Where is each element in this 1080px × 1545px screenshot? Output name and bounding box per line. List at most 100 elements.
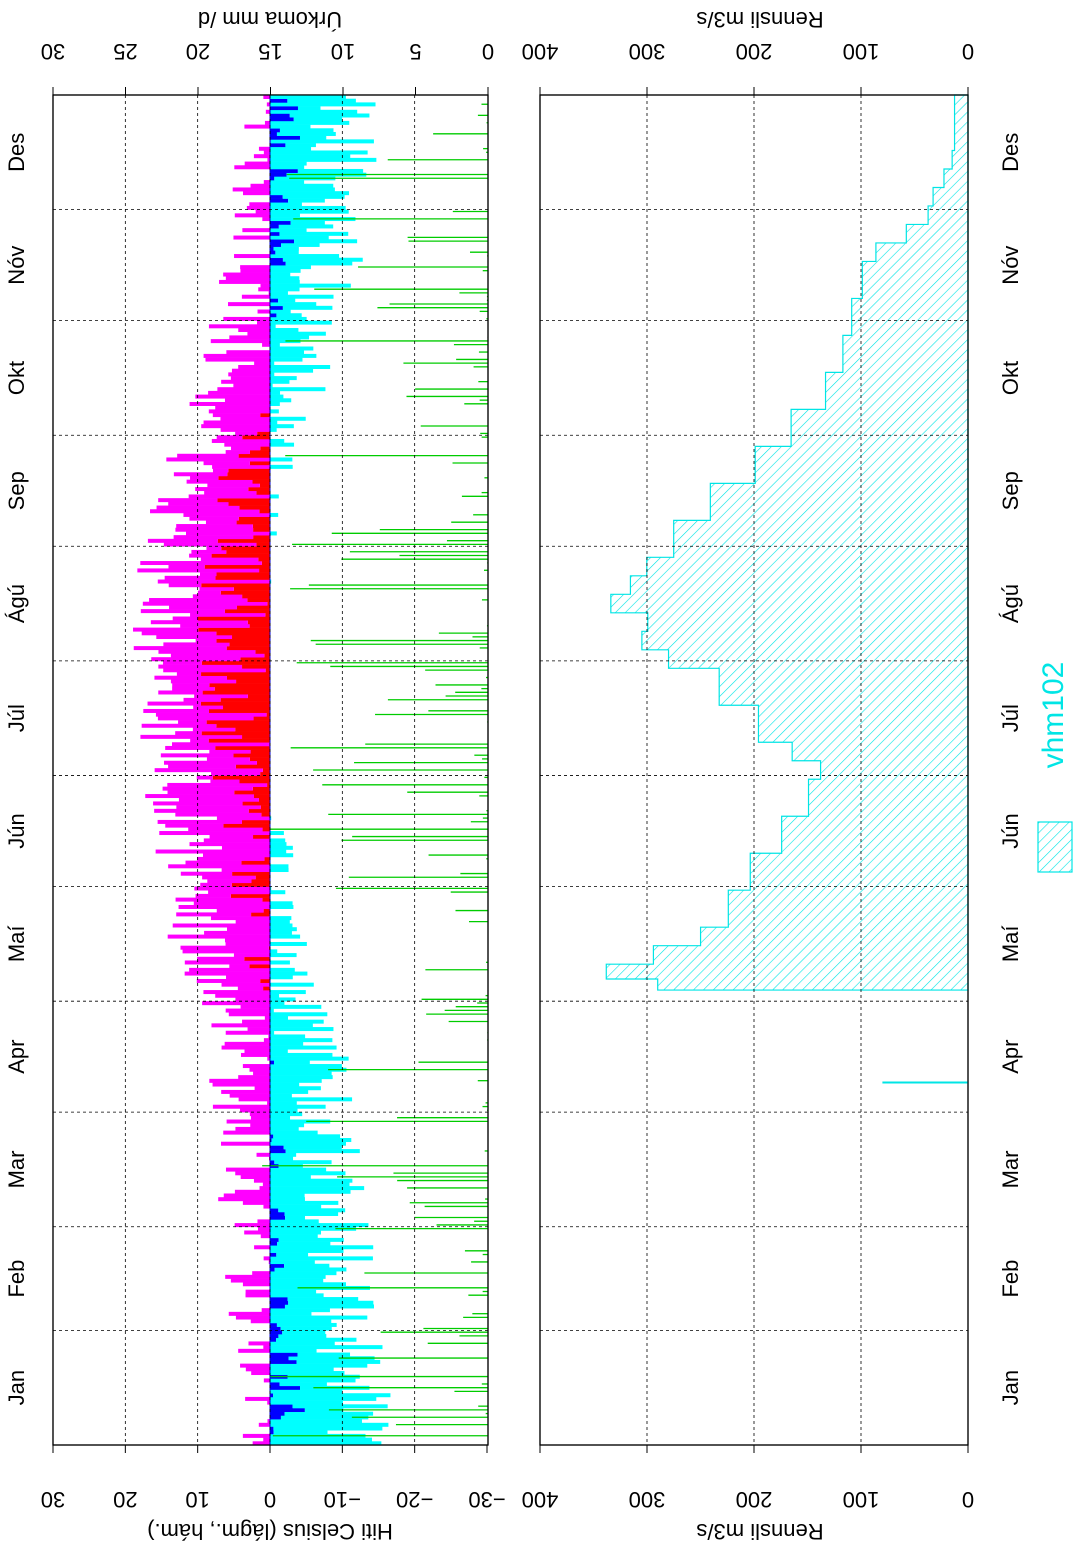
temp-bar-warm-min <box>264 856 270 861</box>
temp-bar-warm-min <box>265 668 270 673</box>
temp-bar-warm-max <box>242 228 270 233</box>
temp-bar-frost-min <box>276 313 302 318</box>
temp-bar-frost-min <box>270 283 351 288</box>
month-label-7: Ágú <box>998 584 1023 623</box>
temp-bar-frost-min <box>270 302 317 307</box>
temp-bar-warm-max <box>226 350 270 355</box>
temp-bar-warm-max <box>238 328 270 333</box>
temp-bar-frost-min <box>270 368 314 373</box>
temp-bar-frost-min <box>270 927 297 932</box>
legend-swatch <box>1037 821 1073 873</box>
temp-bar-warm-max <box>226 1119 270 1124</box>
temp-bar-frost-min <box>270 457 293 462</box>
temp-bar-frost-min <box>270 420 278 425</box>
temp-bar-frost-min <box>270 1422 389 1427</box>
temp-bar-warm-max <box>247 331 270 336</box>
temp-bar-warm-max <box>253 1178 270 1183</box>
temp-bar-frost-min <box>273 1393 391 1398</box>
temp-bar-frost-min <box>270 1126 299 1131</box>
temp-bar-warm-max <box>186 531 270 536</box>
temp-bar-frost-min <box>270 365 331 369</box>
temp-bar-warm-max <box>217 387 270 392</box>
temp-tick-label: −20 <box>396 1487 433 1512</box>
temp-bar-frost-min <box>270 161 307 166</box>
temp-bar-warm-max <box>158 649 256 654</box>
temp-bar-warm-max <box>228 1012 270 1017</box>
temp-bar-warm-max <box>228 1311 270 1316</box>
temp-bar-frost-max <box>270 1267 275 1272</box>
temp-bar-warm-min <box>266 712 270 717</box>
temp-bar-warm-max <box>195 487 249 492</box>
temp-bar-warm-max <box>224 398 270 403</box>
temp-bar-warm-max <box>195 893 231 898</box>
temp-bar-warm-max <box>191 549 227 554</box>
temp-bar-frost-min <box>270 971 308 976</box>
temp-bar-warm-max <box>206 546 222 551</box>
temp-bar-frost-min <box>270 183 334 188</box>
temp-bar-warm-max <box>165 823 224 828</box>
temp-bar-frost-min <box>296 1359 381 1364</box>
temp-bar-frost-min <box>270 316 307 321</box>
temp-bar-warm-max <box>231 446 261 451</box>
temp-bar-frost-min <box>270 868 289 873</box>
temp-bar-frost-min <box>270 1204 322 1209</box>
temp-bar-frost-min <box>276 1252 309 1257</box>
temp-bar-frost-max <box>270 1134 274 1139</box>
temp-bar-frost-min <box>284 1304 374 1309</box>
temp-bar-warm-max <box>202 853 270 858</box>
temp-bar-frost-min <box>273 1060 310 1065</box>
temp-bar-warm-max <box>263 1378 270 1383</box>
temp-bar-frost-min <box>270 1030 275 1035</box>
temp-bar-frost-max <box>270 1304 285 1309</box>
temp-bar-warm-max <box>158 664 243 669</box>
temp-bar-warm-min <box>216 631 270 636</box>
temp-bar-frost-min <box>279 1382 327 1387</box>
temp-bar-warm-max <box>172 742 270 747</box>
temp-bar-warm-max <box>157 819 242 824</box>
temp-bar-warm-min <box>260 413 270 418</box>
temp-bar-frost-min <box>270 949 278 954</box>
temp-bar-frost-min <box>270 953 297 958</box>
temp-bar-warm-min <box>217 538 270 543</box>
temp-bar-warm-max <box>197 590 221 595</box>
temp-bar-warm-max <box>234 165 270 170</box>
temp-bar-warm-max <box>177 453 239 458</box>
temp-bar-warm-max <box>262 1182 270 1187</box>
temp-bar-warm-min <box>256 760 270 765</box>
temp-bar-warm-max <box>197 956 245 961</box>
temp-bar-warm-max <box>249 202 270 207</box>
temp-bar-warm-max <box>229 1093 270 1098</box>
temp-bar-warm-max <box>175 527 254 532</box>
temp-bar-frost-min <box>270 205 346 210</box>
temp-bar-frost-min <box>270 335 310 340</box>
temp-bar-warm-max <box>263 180 270 185</box>
temp-bar-frost-min <box>270 350 305 355</box>
temp-bar-warm-max <box>257 309 270 314</box>
temp-bar-warm-max <box>212 468 229 473</box>
temp-bar-warm-min <box>260 446 270 451</box>
temp-bar-frost-min <box>270 1041 304 1046</box>
temp-bar-frost-min <box>276 131 336 136</box>
temp-bar-warm-min <box>214 686 270 691</box>
temp-bar-warm-max <box>234 1223 270 1228</box>
month-label-left-0: Jan <box>4 1370 29 1405</box>
precip-axis-title: Úrkoma mm /d <box>198 7 342 32</box>
temp-bar-frost-min <box>270 320 332 325</box>
temp-bar-frost-min <box>270 1367 334 1372</box>
temp-bar-frost-max <box>270 1145 284 1150</box>
temp-bar-frost-min <box>283 1145 342 1150</box>
temp-bar-frost-min <box>270 442 295 447</box>
temp-bar-frost-max <box>270 1138 272 1143</box>
temp-bar-warm-max <box>233 235 270 240</box>
temp-tick-label: 30 <box>41 1487 65 1512</box>
temp-bar-frost-min <box>270 372 275 377</box>
temp-bar-frost-min <box>270 1223 369 1228</box>
temp-bar-warm-max <box>229 335 270 340</box>
temp-bar-warm-max <box>256 320 270 325</box>
temp-bar-warm-min <box>260 978 270 983</box>
temp-bar-warm-max <box>200 572 217 577</box>
temp-bar-frost-min <box>270 154 351 159</box>
temp-bar-warm-max <box>200 557 259 562</box>
temp-bar-warm-max <box>186 479 253 484</box>
temp-bar-frost-min <box>270 254 340 259</box>
